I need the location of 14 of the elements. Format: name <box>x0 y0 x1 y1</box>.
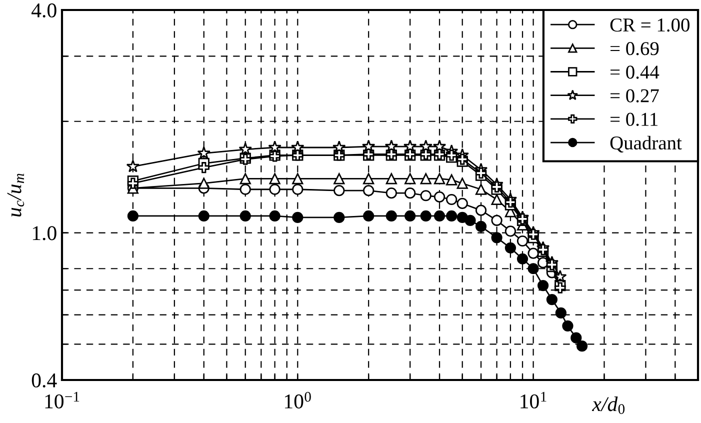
legend-label: Quadrant <box>610 136 682 152</box>
y-axis-title: u$_{c}$/u$_{m}$ <box>7 174 24 216</box>
x-tick-label: 10$^{0}$ <box>285 392 311 408</box>
legend-label: = 0.27 <box>610 89 659 102</box>
legend-label: = 0.44 <box>610 66 660 79</box>
y-tick-label: 0.4 <box>32 373 57 388</box>
y-tick-label: 4.0 <box>32 3 56 18</box>
legend-label: CR = 1.00 <box>610 18 690 32</box>
x-tick-label: 10$^{−1}$ <box>45 392 80 408</box>
y-tick-label: 1.0 <box>32 226 56 240</box>
legend-label: = 0.69 <box>610 42 659 56</box>
legend-label: = 0.11 <box>610 112 658 126</box>
x-tick-label: 10$^{1}$ <box>520 392 546 408</box>
x-axis-title: x/d$_{0}$ <box>592 396 625 414</box>
